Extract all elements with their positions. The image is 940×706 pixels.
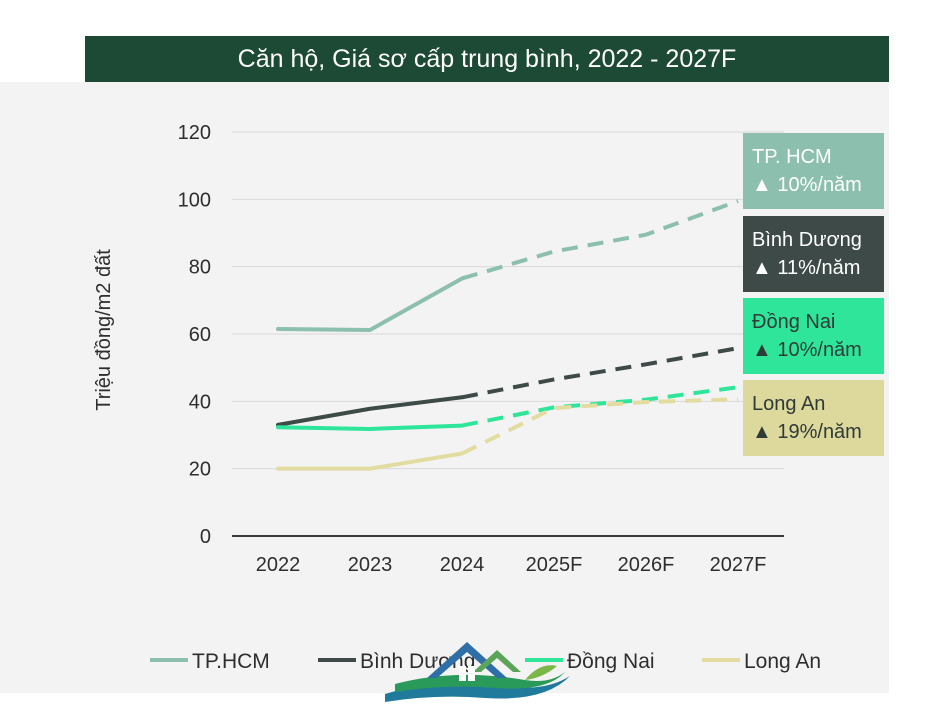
- x-tick-label: 2026F: [618, 554, 675, 576]
- x-tick-label: 2022: [256, 554, 301, 576]
- legend-label: TP.HCM: [192, 650, 270, 673]
- growth-badge: Long An ▲ 19%/năm: [743, 380, 884, 456]
- series-line-actual: [276, 451, 464, 471]
- y-tick-label: 0: [200, 526, 211, 548]
- series-line-actual: [276, 276, 464, 332]
- y-tick-label: 20: [189, 459, 211, 481]
- x-tick-label: 2025F: [526, 554, 583, 576]
- legend-label: Long An: [744, 650, 821, 673]
- growth-badge-name: TP. HCM: [752, 146, 832, 168]
- growth-badge-rate: ▲ 11%/năm: [752, 257, 861, 279]
- series-line-forecast: [461, 199, 739, 281]
- gridlines: [232, 131, 784, 537]
- growth-badge: TP. HCM ▲ 10%/năm: [743, 133, 884, 209]
- legend-label: Đồng Nai: [567, 650, 655, 673]
- growth-badge-rate: ▲ 19%/năm: [752, 421, 862, 443]
- x-tick-labels: 2022 2023 2024 2025F 2026F 2027F: [256, 554, 767, 576]
- y-tick-label: 40: [189, 391, 211, 413]
- y-tick-labels: 0 20 40 60 80 100 120: [178, 122, 211, 548]
- y-tick-label: 100: [178, 189, 211, 211]
- growth-badge: Đồng Nai ▲ 10%/năm: [743, 298, 884, 374]
- chart-title: Căn hộ, Giá sơ cấp trung bình, 2022 - 20…: [85, 36, 889, 82]
- growth-badge-name: Đồng Nai: [752, 311, 836, 333]
- series-lines: [276, 199, 739, 471]
- growth-badge-rate: ▲ 10%/năm: [752, 339, 862, 361]
- y-tick-label: 80: [189, 257, 211, 279]
- legend: TP.HCM Bình Dương Đồng Nai Long An: [150, 650, 821, 673]
- plot-background: [0, 82, 889, 693]
- x-tick-label: 2024: [440, 554, 485, 576]
- x-tick-label: 2023: [348, 554, 393, 576]
- series-line-forecast: [461, 346, 739, 400]
- growth-badge-rate: ▲ 10%/năm: [752, 174, 862, 196]
- growth-badge-name: Long An: [752, 393, 826, 415]
- series-line-forecast: [461, 385, 739, 428]
- x-tick-label: 2027F: [710, 554, 767, 576]
- growth-badge-name: Bình Dương: [752, 229, 862, 251]
- y-axis-label: Triệu đồng/m2 đất: [93, 249, 115, 411]
- growth-badge: Bình Dương ▲ 11%/năm: [743, 216, 884, 292]
- series-line-actual: [276, 423, 464, 431]
- series-line-forecast: [461, 397, 739, 456]
- y-tick-label: 120: [178, 122, 211, 144]
- y-tick-label: 60: [189, 324, 211, 346]
- house-logo-icon: [385, 642, 570, 702]
- series-line-actual: [276, 395, 464, 427]
